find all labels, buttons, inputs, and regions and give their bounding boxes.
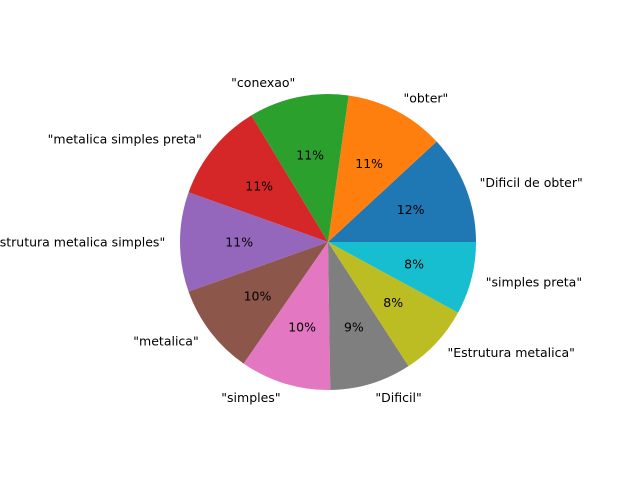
pie-slice — [328, 95, 437, 242]
slice-category-label: "simples" — [221, 390, 280, 405]
slice-category-label: "metalica" — [133, 333, 198, 348]
slice-category-label: "obter" — [403, 90, 448, 105]
pie-slice — [251, 94, 349, 242]
slice-percent-label: 11% — [245, 178, 273, 193]
pie-slice — [328, 242, 476, 313]
slice-percent-label: 10% — [244, 288, 272, 303]
slice-percent-label: 10% — [288, 319, 316, 334]
slice-percent-label: 11% — [355, 156, 383, 171]
slice-category-label: "Estrutura metalica" — [448, 345, 575, 360]
slice-category-label: "metalica simples preta" — [48, 132, 202, 147]
slice-category-label: "conexao" — [231, 75, 295, 90]
pie-slice — [188, 115, 328, 242]
slice-category-label: "simples preta" — [486, 275, 582, 290]
pie-slice — [328, 141, 476, 242]
pie-slice — [179, 192, 328, 292]
pie-slice — [328, 242, 409, 390]
slice-category-label: "Dificil" — [375, 390, 421, 405]
pie-slice — [188, 242, 328, 364]
slice-percent-label: 9% — [344, 319, 364, 334]
slice-category-label: "Estrutura metalica simples" — [0, 235, 165, 250]
slice-percent-label: 8% — [404, 256, 424, 271]
pie-slice — [243, 242, 331, 390]
slice-percent-label: 11% — [225, 235, 253, 250]
slice-percent-label: 8% — [383, 295, 403, 310]
slice-category-label: "Dificil de obter" — [480, 175, 583, 190]
slice-percent-label: 12% — [397, 202, 425, 217]
slice-percent-label: 11% — [296, 148, 324, 163]
pie-slice — [328, 242, 459, 367]
